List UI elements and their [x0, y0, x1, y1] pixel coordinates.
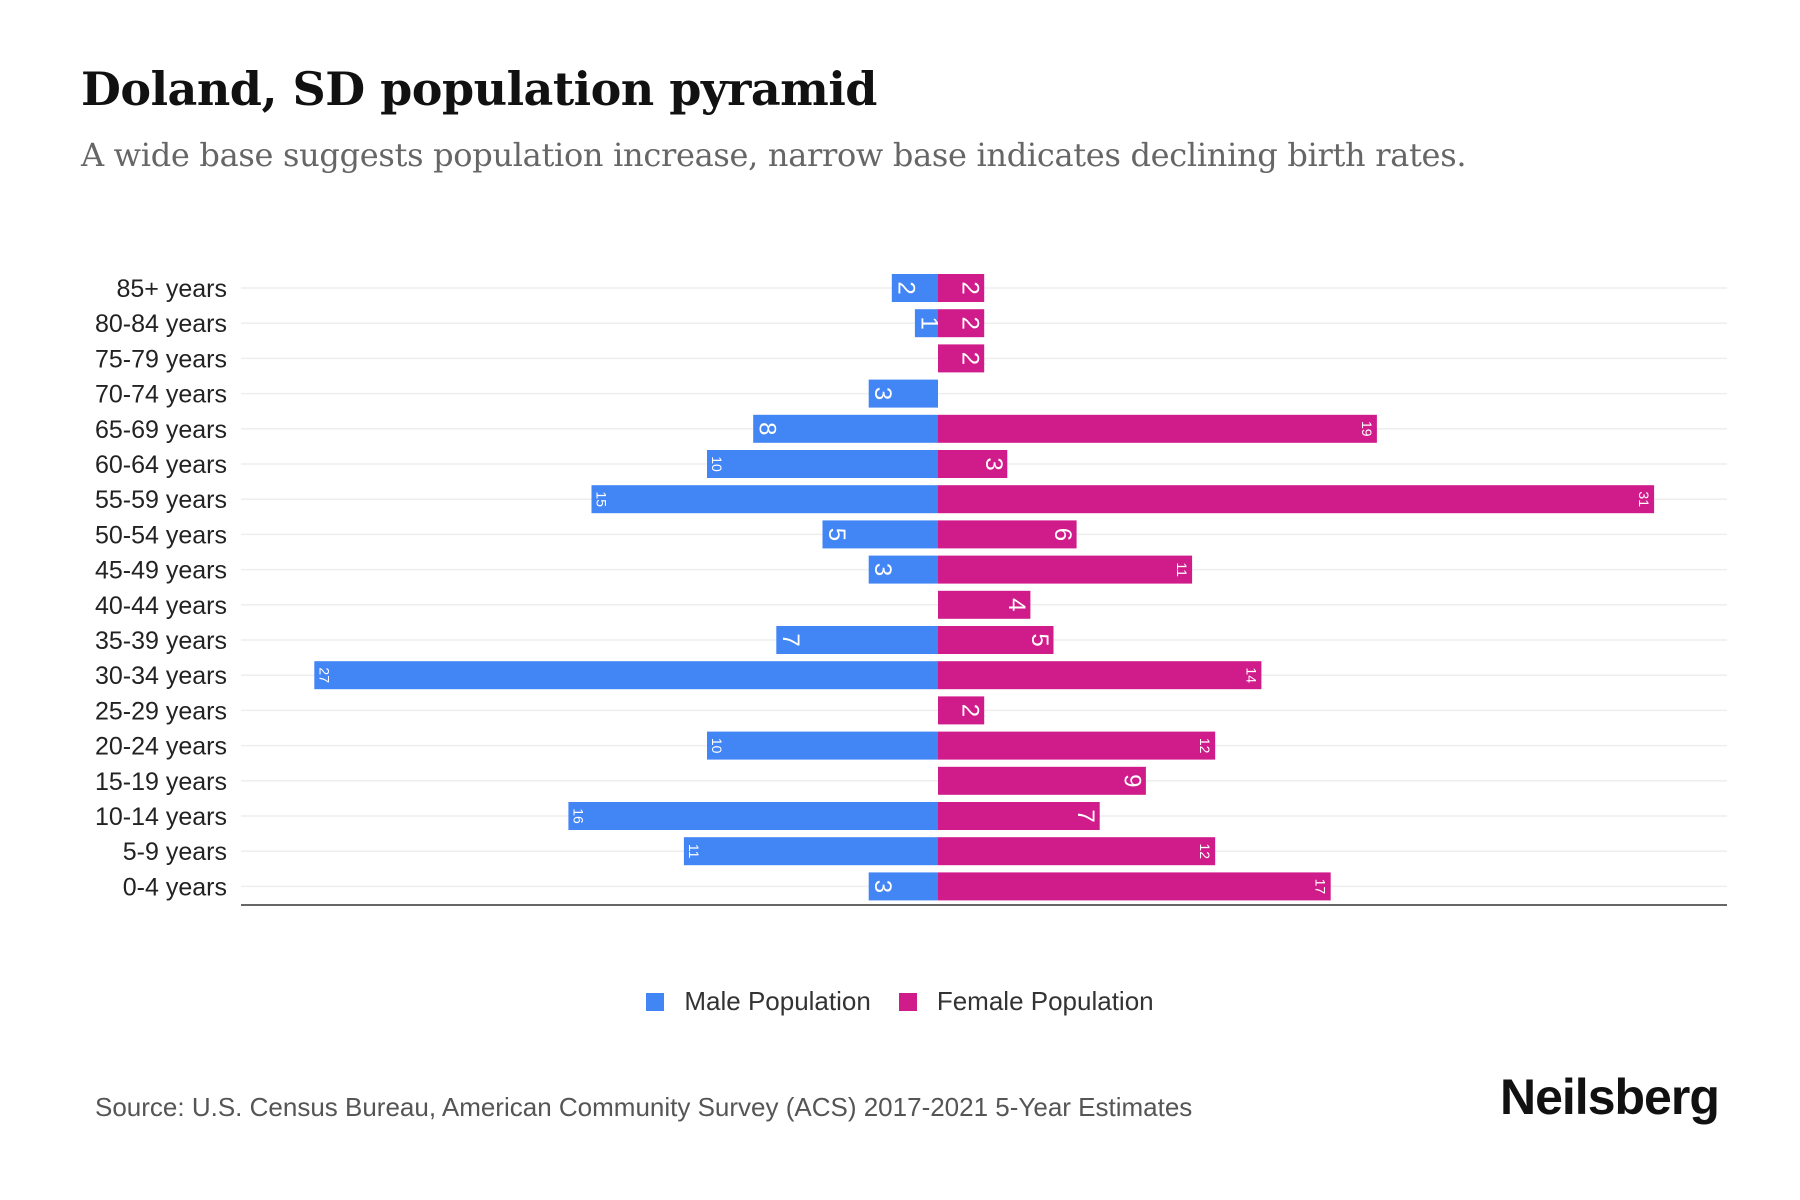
male-bar	[591, 485, 938, 514]
female-bar	[938, 626, 1054, 654]
legend-label-male: Male Population	[684, 986, 871, 1016]
data-label: 5	[1026, 633, 1053, 646]
female-bar	[938, 696, 985, 725]
data-label: 3	[869, 880, 896, 893]
female-bar	[938, 414, 1377, 443]
data-label: 2	[957, 352, 984, 365]
data-label: 10	[709, 738, 725, 754]
data-label: 9	[1118, 774, 1145, 787]
pyramid-chart: 85+ years 2 280-84 years 1 275-79 years 270-7…	[95, 274, 1727, 906]
y-tick-label: 60-64 years	[95, 451, 227, 479]
legend-item-male[interactable]: Male Population	[646, 986, 871, 1017]
female-bar	[938, 766, 1146, 795]
data-label: 31	[1636, 491, 1652, 507]
y-tick-label: 10-14 years	[95, 803, 227, 831]
female-bar	[938, 872, 1331, 901]
y-tick-label: 45-49 years	[95, 557, 227, 585]
y-tick-label: 20-24 years	[95, 733, 227, 761]
chart-title: Doland, SD population pyramid	[81, 62, 877, 116]
male-bar	[868, 379, 938, 408]
data-label: 11	[686, 844, 702, 859]
female-bar	[938, 802, 1100, 830]
male-bar	[753, 414, 938, 443]
male-bar	[891, 274, 938, 302]
data-label: 2	[957, 317, 984, 330]
y-tick-label: 50-54 years	[95, 521, 227, 549]
legend-swatch-male	[646, 992, 665, 1011]
data-label: 7	[777, 633, 804, 646]
data-label: 7	[1072, 809, 1099, 822]
data-label: 14	[1243, 667, 1259, 683]
data-label: 2	[957, 704, 984, 717]
data-label: 27	[316, 667, 332, 683]
female-bar	[938, 485, 1655, 514]
y-tick-label: 40-44 years	[95, 592, 227, 620]
y-tick-label: 0-4 years	[123, 873, 227, 901]
y-tick-label: 35-39 years	[95, 627, 227, 655]
y-tick-label: 30-34 years	[95, 662, 227, 690]
data-label: 4	[1003, 598, 1030, 611]
y-tick-label: 75-79 years	[95, 345, 227, 373]
data-label: 2	[957, 281, 984, 294]
y-tick-label: 15-19 years	[95, 768, 227, 796]
male-bar	[868, 872, 938, 901]
source-note: Source: U.S. Census Bureau, American Com…	[95, 1092, 1193, 1122]
female-bar	[938, 731, 1216, 760]
male-bar	[914, 309, 938, 338]
male-bar	[868, 555, 938, 584]
female-bar	[938, 661, 1262, 690]
female-bar	[938, 274, 985, 302]
data-label: 6	[1049, 528, 1076, 541]
data-label: 8	[754, 422, 781, 435]
y-tick-label: 85+ years	[117, 275, 228, 303]
data-label: 15	[594, 491, 610, 507]
male-bar	[683, 837, 938, 866]
female-bar	[938, 309, 985, 338]
y-tick-label: 25-29 years	[95, 697, 227, 725]
data-label: 3	[980, 457, 1007, 470]
male-bar	[707, 731, 938, 760]
female-bar	[938, 590, 1031, 619]
data-label: 5	[823, 528, 850, 541]
female-bar	[938, 520, 1077, 549]
male-bar	[822, 520, 938, 549]
female-bar	[938, 344, 985, 373]
male-bar	[314, 661, 938, 690]
y-tick-label: 70-74 years	[95, 381, 227, 409]
legend-swatch-female	[898, 992, 917, 1011]
data-label: 11	[1174, 562, 1190, 577]
data-label: 19	[1359, 421, 1375, 437]
y-tick-label: 5-9 years	[123, 838, 227, 866]
legend: Male Population Female Population	[0, 986, 1800, 1017]
female-bar	[938, 555, 1193, 584]
data-label: 10	[709, 456, 725, 472]
female-bar	[938, 837, 1216, 866]
legend-item-female[interactable]: Female Population	[898, 986, 1154, 1017]
y-tick-label: 80-84 years	[95, 310, 227, 338]
legend-label-female: Female Population	[936, 986, 1154, 1016]
data-label: 16	[570, 808, 586, 824]
data-label: 1	[915, 317, 942, 330]
data-label: 12	[1197, 843, 1213, 859]
data-label: 17	[1313, 879, 1329, 895]
female-bar	[938, 450, 1008, 478]
data-label: 3	[869, 387, 896, 400]
male-bar	[776, 626, 938, 654]
male-bar	[707, 450, 938, 478]
data-label: 12	[1197, 738, 1213, 754]
neilsberg-logo: Neilsberg	[1500, 1069, 1720, 1125]
y-tick-label: 65-69 years	[95, 416, 227, 444]
male-bar	[568, 802, 938, 830]
y-tick-label: 55-59 years	[95, 486, 227, 514]
data-label: 2	[892, 281, 919, 294]
data-label: 3	[869, 563, 896, 576]
chart-subtitle: A wide base suggests population increase…	[81, 136, 1467, 174]
